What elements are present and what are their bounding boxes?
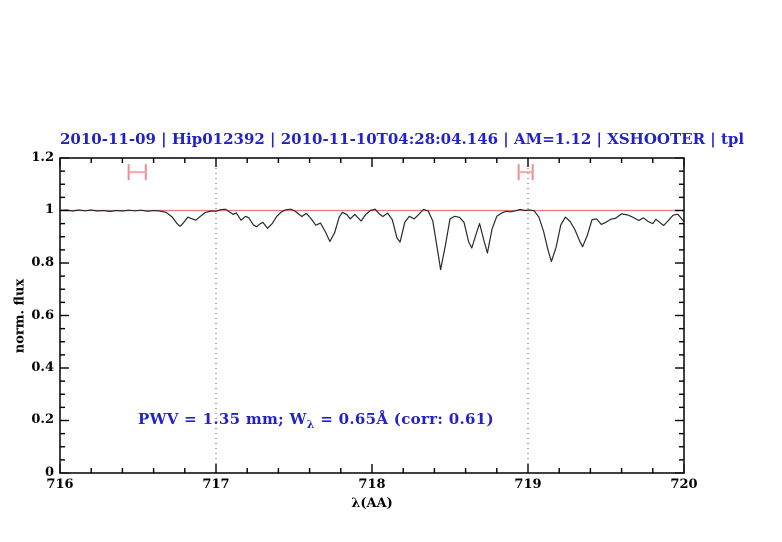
pwv-annotation-pre: PWV = 1.35 mm; W	[138, 410, 307, 428]
x-tick-label: 717	[202, 477, 230, 492]
y-tick-label: 0.8	[31, 255, 54, 270]
x-tick-label: 718	[358, 477, 386, 492]
x-axis-label: λ(AA)	[351, 496, 393, 511]
y-tick-label: 0	[44, 465, 54, 480]
y-tick-label: 0.6	[31, 308, 54, 323]
x-tick-label: 716	[46, 477, 74, 492]
pwv-annotation-sub: λ	[306, 418, 315, 431]
x-tick-label: 719	[514, 477, 542, 492]
pwv-annotation: PWV = 1.35 mm; Wλ = 0.65Å (corr: 0.61)	[138, 410, 494, 431]
x-tick-label: 720	[670, 477, 698, 492]
pwv-annotation-post: = 0.65Å (corr: 0.61)	[314, 410, 494, 428]
plot-title: 2010-11-09 | Hip012392 | 2010-11-10T04:2…	[60, 130, 745, 148]
y-tick-label: 0.2	[31, 412, 54, 427]
y-tick-label: 1	[44, 202, 54, 217]
y-tick-label: 0.4	[31, 360, 54, 375]
y-axis-label: norm. flux	[12, 278, 28, 354]
y-tick-label: 1.2	[31, 150, 54, 165]
